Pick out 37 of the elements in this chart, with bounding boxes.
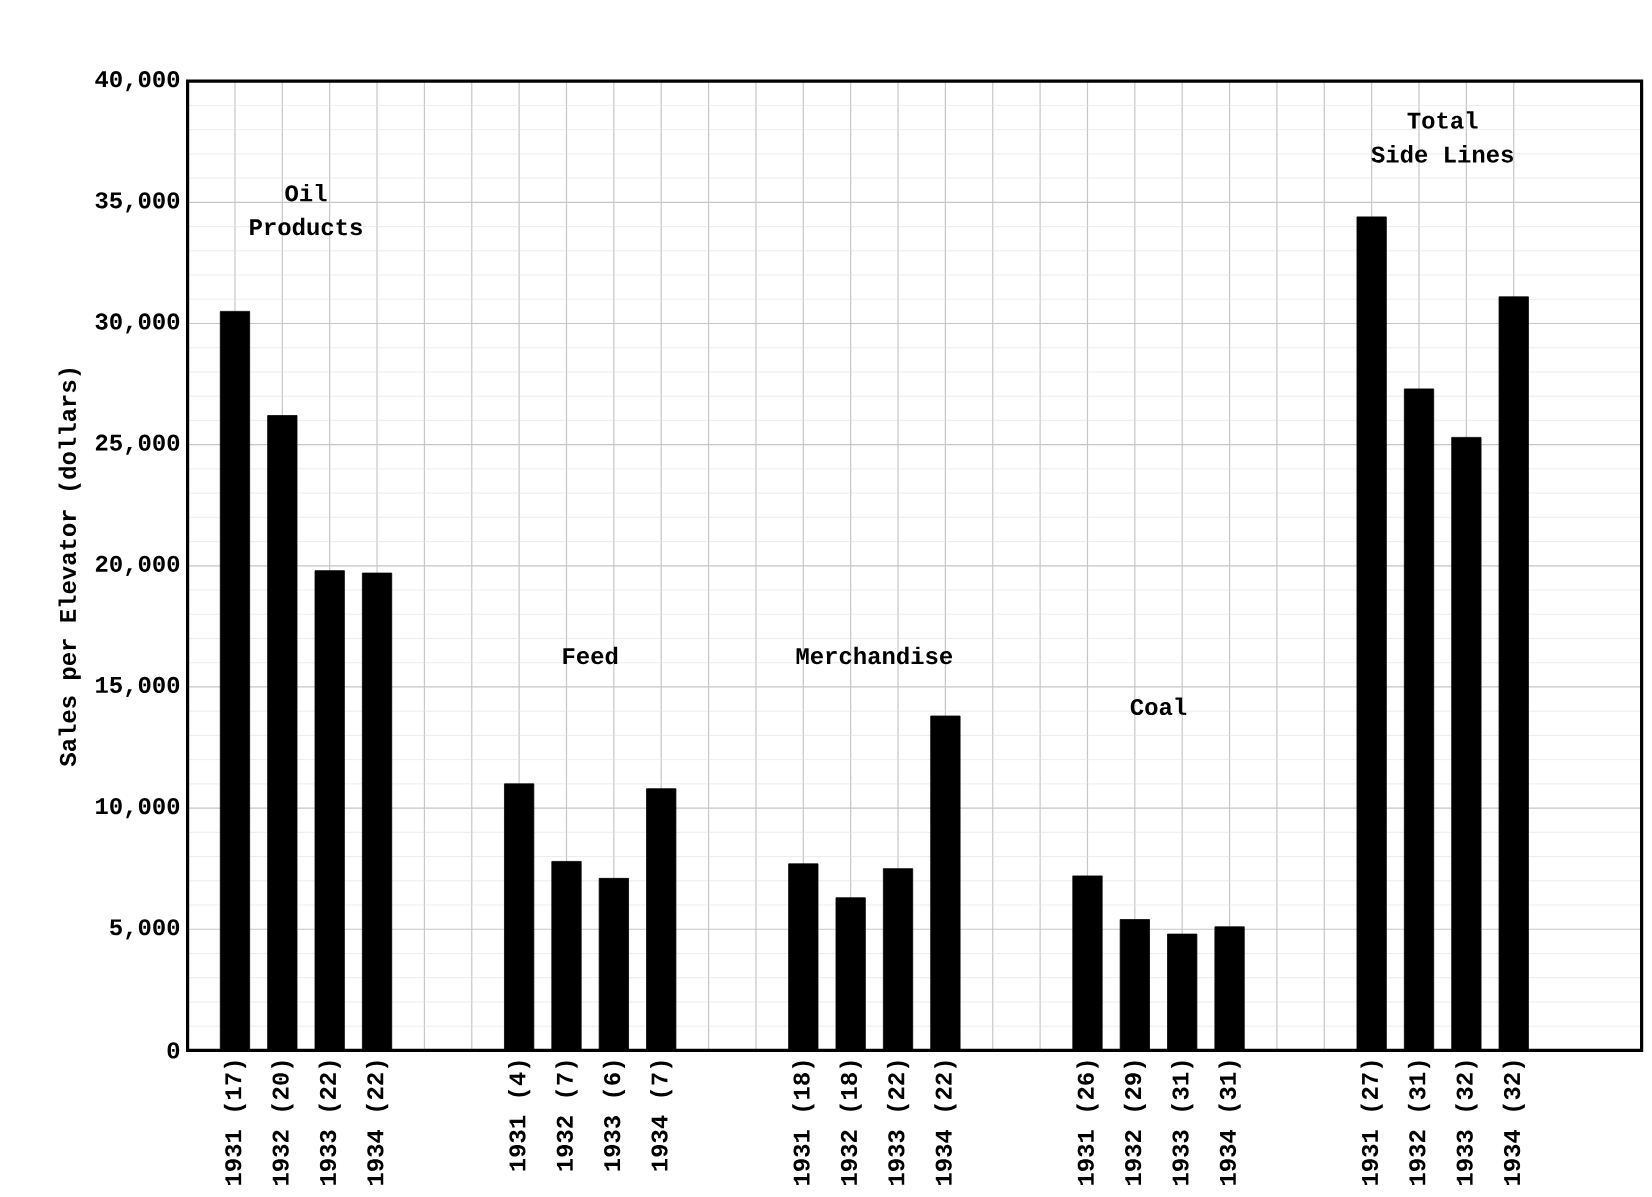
x-tick-label: 1933 (32)	[1455, 1061, 1478, 1185]
y-tick-label: 25,000	[95, 434, 180, 455]
x-tick-label: 1934 (7)	[650, 1061, 673, 1171]
annotation: Total	[1407, 111, 1478, 129]
x-tick-label: 1932 (7)	[555, 1061, 578, 1171]
annotation: Oil	[285, 183, 327, 202]
x-tick-label: 1931 (27)	[1360, 1061, 1383, 1185]
x-tick-label: 1932 (31)	[1407, 1061, 1431, 1185]
annotation: Merchandise	[796, 646, 953, 665]
y-axis-title: Sales per Elevator (dollars)	[58, 368, 81, 767]
x-tick-label: 1931 (17)	[223, 1061, 247, 1185]
y-tick-label: 40,000	[95, 71, 180, 92]
x-tick-label: 1933 (6)	[602, 1061, 626, 1171]
x-tick-label: 1933 (22)	[886, 1061, 910, 1185]
x-tick-label: 1932 (20)	[271, 1061, 294, 1185]
x-tick-label: 1931 (18)	[792, 1061, 815, 1185]
annotation: Coal	[1130, 697, 1187, 716]
x-tick-label: 1932 (29)	[1123, 1061, 1146, 1185]
x-tick-label: 1931 (26)	[1076, 1061, 1099, 1185]
y-tick-label: 10,000	[96, 797, 180, 819]
x-tick-label: 1932 (18)	[839, 1061, 862, 1185]
y-tick-label: 30,000	[95, 313, 180, 334]
x-tick-label: 1934 (32)	[1502, 1061, 1525, 1185]
y-tick-label: 0	[167, 1042, 180, 1059]
y-tick-label: 35,000	[95, 192, 180, 213]
x-tick-label: 1933 (22)	[318, 1061, 341, 1185]
y-tick-label: 15,000	[96, 676, 180, 698]
annotation: Feed	[563, 646, 618, 665]
x-tick-label: 1931 (4)	[508, 1061, 531, 1171]
x-tick-label: 1934 (31)	[1218, 1061, 1241, 1185]
x-tick-label: 1934 (22)	[365, 1061, 389, 1185]
y-tick-label: 5,000	[110, 919, 180, 940]
annotation: Side Lines	[1371, 145, 1513, 163]
x-tick-label: 1933 (31)	[1171, 1061, 1194, 1185]
y-tick-label: 20,000	[95, 555, 180, 576]
annotation: Products	[250, 217, 362, 236]
x-tick-label: 1934 (22)	[934, 1061, 957, 1185]
